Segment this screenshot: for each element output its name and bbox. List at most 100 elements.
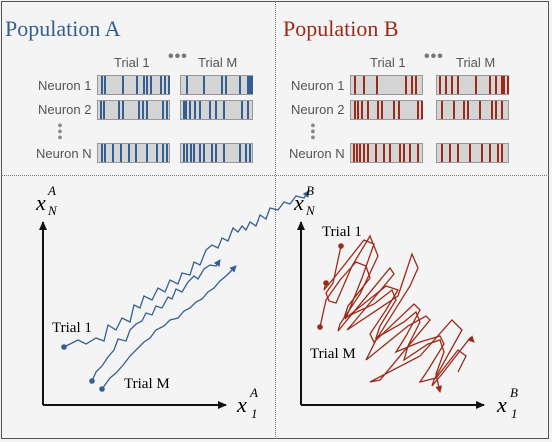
spike-mark xyxy=(215,144,217,162)
spike-mark xyxy=(249,144,251,162)
spike-mark xyxy=(138,101,140,119)
population-a-neuron-vdots: • • • xyxy=(57,119,63,146)
plot-a-trial-1-start-dot xyxy=(61,344,67,350)
spike-mark xyxy=(186,76,188,94)
spike-mark xyxy=(251,76,253,94)
spike-mark xyxy=(375,144,377,162)
plot-b-trajectory-trial-m xyxy=(319,261,445,393)
spike-mark xyxy=(383,144,385,162)
plot-b-trajectory-trial-1 xyxy=(325,234,475,387)
spike-mark xyxy=(194,101,196,119)
spike-mark xyxy=(225,76,227,94)
spike-mark xyxy=(136,76,138,94)
plot-b-trial-2-start-dot xyxy=(323,280,329,286)
population-b-raster-neuron-1-trial-m xyxy=(436,75,509,95)
spike-mark xyxy=(120,144,122,162)
spike-mark xyxy=(441,144,443,162)
spike-mark xyxy=(495,76,497,94)
plot-a-trajectory-trial-2 xyxy=(91,259,221,382)
spike-mark xyxy=(239,76,241,94)
spike-mark xyxy=(189,101,191,119)
plot-b-trial-m-start-dot xyxy=(317,324,323,330)
spike-mark xyxy=(439,76,441,94)
plot-b-x-axis-label-sub: 1 xyxy=(511,406,518,421)
spike-mark xyxy=(457,76,459,94)
spike-mark xyxy=(223,101,225,119)
spike-mark xyxy=(361,101,363,119)
population-a-neuron-2-label: Neuron 2 xyxy=(38,102,92,117)
spike-mark xyxy=(353,144,355,162)
spike-mark xyxy=(363,144,365,162)
spike-mark xyxy=(398,101,400,119)
spike-mark xyxy=(359,144,361,162)
spike-mark xyxy=(211,144,213,162)
population-a-trial-ellipsis: ••• xyxy=(168,48,188,65)
population-b-trial-m-label: Trial M xyxy=(456,55,496,70)
population-b-raster-neuron-n-trial-m xyxy=(436,143,509,163)
spike-mark xyxy=(104,76,106,94)
spike-mark xyxy=(356,144,358,162)
spike-mark xyxy=(100,101,102,119)
spike-mark xyxy=(146,101,148,119)
spike-mark xyxy=(239,144,241,162)
spike-mark xyxy=(491,101,493,119)
spike-mark xyxy=(122,76,124,94)
spike-mark xyxy=(367,144,369,162)
spike-mark xyxy=(489,76,491,94)
spike-mark xyxy=(409,144,411,162)
population-a-neuron-n-label: Neuron N xyxy=(36,146,92,161)
plot-b-y-axis-label: x xyxy=(293,190,304,215)
plot-a-x-axis-label: x xyxy=(236,392,247,417)
population-a-raster-neuron-2-trial-1 xyxy=(97,100,170,120)
plot-b-trial-m-label: Trial M xyxy=(310,346,356,362)
spike-mark xyxy=(495,101,497,119)
spike-mark xyxy=(203,76,205,94)
plot-a-x-axis-label-sup: A xyxy=(249,385,258,400)
spike-mark xyxy=(357,101,359,119)
spike-mark xyxy=(457,144,459,162)
spike-mark xyxy=(507,76,509,94)
spike-mark xyxy=(501,76,503,94)
plot-a-trajectory-trial-m xyxy=(101,265,237,390)
spike-mark xyxy=(101,144,103,162)
spike-mark xyxy=(377,101,379,119)
spike-mark xyxy=(417,144,419,162)
spike-mark xyxy=(389,144,391,162)
spike-mark xyxy=(190,144,192,162)
population-b-neuron-n-label: Neuron N xyxy=(289,146,345,161)
population-a-raster-neuron-1-trial-m xyxy=(180,75,253,95)
population-a-neuron-1-label: Neuron 1 xyxy=(38,78,92,93)
spike-mark xyxy=(143,76,145,94)
spike-mark xyxy=(403,144,405,162)
spike-mark xyxy=(146,76,148,94)
spike-mark xyxy=(405,76,407,94)
population-a-title: Population A xyxy=(5,16,121,41)
population-b-neuron-1-label: Neuron 1 xyxy=(291,78,345,93)
spike-mark xyxy=(441,101,443,119)
spike-mark xyxy=(245,144,247,162)
vertical-divider xyxy=(275,1,276,439)
population-b-raster-neuron-1-trial-1 xyxy=(350,75,423,95)
spike-mark xyxy=(247,76,249,94)
spike-mark xyxy=(463,101,465,119)
spike-mark xyxy=(393,101,395,119)
spike-mark xyxy=(183,144,185,162)
spike-mark xyxy=(146,144,148,162)
spike-mark xyxy=(445,76,447,94)
spike-mark xyxy=(501,101,503,119)
spike-mark xyxy=(481,144,483,162)
spike-mark xyxy=(467,101,469,119)
plot-a-y-axis-label-sub: N xyxy=(47,203,58,218)
spike-mark xyxy=(104,144,106,162)
spike-mark xyxy=(367,101,369,119)
plot-a-trial-m-label: Trial M xyxy=(124,376,170,392)
population-b-trial-1-label: Trial 1 xyxy=(370,55,406,70)
population-a-raster-neuron-n-trial-1 xyxy=(97,143,170,163)
plot-a-y-axis-label: x xyxy=(35,190,46,215)
spike-mark xyxy=(215,101,217,119)
plot-a-trial-2-start-dot xyxy=(89,378,95,384)
spike-mark xyxy=(166,101,168,119)
spike-mark xyxy=(185,101,187,119)
population-b-trial-ellipsis: ••• xyxy=(424,48,444,65)
